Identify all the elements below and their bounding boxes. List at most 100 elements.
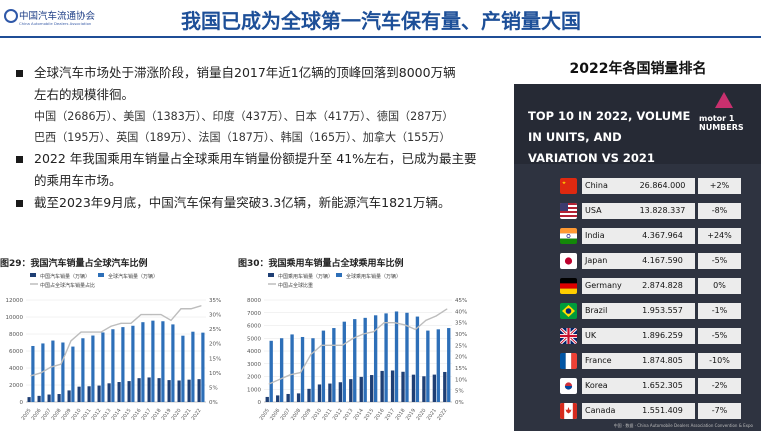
ranking-country: Korea xyxy=(582,378,630,394)
bullet-item-global-market: 全球汽车市场处于滞涨阶段，销量自2017年近1亿辆的顶峰回落到8000万辆 左右… xyxy=(16,62,496,106)
ranking-country: India xyxy=(582,228,630,244)
bar-china-sales xyxy=(380,370,384,402)
y-left-tick-label: 4000 xyxy=(247,349,261,355)
line-point xyxy=(299,371,302,374)
line-point xyxy=(425,319,427,321)
ranking-row: India 4.367.964 +24% xyxy=(560,228,750,244)
bullet-square-icon xyxy=(16,200,23,207)
logo-mark-icon xyxy=(4,9,18,23)
ranking-row: USA 13.828.337 -8% xyxy=(560,203,750,219)
bar-china-sales xyxy=(197,379,201,402)
x-tick-label: 2006 xyxy=(269,408,281,422)
ranking-row: China 26.864.000 +2% xyxy=(560,178,750,194)
ranking-country: UK xyxy=(582,328,630,344)
bar-global-sales xyxy=(447,328,451,402)
ranking-row: UK 1.896.259 -5% xyxy=(560,328,750,344)
y-right-tick-label: 10% xyxy=(209,371,221,377)
bullet-text-line: 截至2023年9月底，中国汽车保有量突破3.3亿辆，新能源汽车1821万辆。 xyxy=(34,195,451,210)
bullet-item-vehicle-parc: 截至2023年9月底，中国汽车保有量突破3.3亿辆，新能源汽车1821万辆。 xyxy=(16,192,496,214)
bullet-square-icon xyxy=(16,70,23,77)
ranking-volume: 26.864.000 xyxy=(630,178,695,194)
line-point xyxy=(352,337,354,340)
ranking-change: -7% xyxy=(698,403,741,419)
bar-global-sales xyxy=(394,311,399,402)
bar-global-sales xyxy=(71,346,75,402)
line-point xyxy=(60,363,62,365)
footer-note: 中国 · 数据 · China Automobile Dealers Assoc… xyxy=(613,423,753,428)
bar-china-sales xyxy=(87,386,91,402)
line-point xyxy=(190,308,192,310)
x-tick-label: 2020 xyxy=(415,408,427,422)
line-point xyxy=(331,344,333,346)
x-tick-label: 2005 xyxy=(259,408,271,422)
bar-global-sales xyxy=(332,328,336,402)
bar-global-sales xyxy=(121,327,125,402)
line-point xyxy=(414,328,417,331)
bar-china-sales xyxy=(359,376,363,402)
ranking-row: Japan 4.167.590 -5% xyxy=(560,253,750,269)
y-left-tick-label: 0 xyxy=(20,400,24,406)
y-left-tick-label: 10000 xyxy=(6,315,24,321)
ranking-volume: 13.828.337 xyxy=(630,203,695,219)
legend-label: 中国占全球比重 xyxy=(278,282,313,289)
legend-label: 全球汽车销量（万辆） xyxy=(108,273,158,280)
bar-global-sales xyxy=(426,330,430,402)
ranking-row: Germany 2.874.828 0% xyxy=(560,278,750,294)
bar-china-sales xyxy=(177,380,181,402)
bullet-list: 全球汽车市场处于滞涨阶段，销量自2017年近1亿辆的顶峰回落到8000万辆 左右… xyxy=(16,62,496,214)
y-right-tick-label: 30% xyxy=(455,332,467,338)
y-right-tick-label: 35% xyxy=(455,321,467,327)
ranking-change: -5% xyxy=(698,253,741,269)
bullet-text-line: 的乘用车市场。 xyxy=(34,173,122,188)
motor1-brand: motor 1 NUMBERS xyxy=(699,114,744,132)
country-sales-list: 中国（2686万）、美国（1383万）、印度（437万）、日本（417万）、德国… xyxy=(16,106,496,148)
y-left-tick-label: 6000 xyxy=(9,349,23,355)
ranking-change: -8% xyxy=(698,203,741,219)
bar-global-sales xyxy=(181,335,185,402)
bar-global-sales xyxy=(290,334,294,402)
ranking-volume: 4.367.964 xyxy=(630,228,695,244)
ranking-row: Canada 1.551.409 -7% xyxy=(560,403,750,419)
line-point xyxy=(404,324,406,326)
y-right-tick-label: 5% xyxy=(455,389,464,395)
legend-swatch xyxy=(98,273,104,277)
chart-china-vehicle-share-svg: 中国汽车销量（万辆） 全球汽车销量（万辆） 中国占全球汽车销量占比 0 2000 4000… xyxy=(6,273,221,422)
x-tick-label: 2019 xyxy=(405,408,417,422)
bar-global-sales xyxy=(311,338,315,402)
line-point xyxy=(446,308,448,310)
x-tick-label: 2014 xyxy=(353,408,365,422)
line-china-share xyxy=(30,305,202,377)
x-tick-label: 2013 xyxy=(342,408,354,422)
bar-china-sales xyxy=(137,378,141,402)
bar-global-sales xyxy=(201,332,205,402)
bar-global-sales xyxy=(151,320,155,402)
bar-china-sales xyxy=(37,395,41,402)
bar-global-sales xyxy=(279,338,284,402)
bar-china-sales xyxy=(187,379,191,402)
bar-china-sales xyxy=(47,394,51,402)
y-left-tick-label: 6000 xyxy=(247,324,261,330)
y-right-tick-label: 15% xyxy=(455,366,467,372)
bar-global-sales xyxy=(373,315,378,402)
y-right-tick-label: 0% xyxy=(209,400,218,406)
line-point xyxy=(373,331,375,333)
bar-china-sales xyxy=(147,377,151,402)
x-tick-label: 2009 xyxy=(300,408,312,422)
bar-global-sales xyxy=(436,329,440,402)
bar-china-sales xyxy=(317,384,322,402)
bar-china-sales xyxy=(107,383,111,402)
chart-caption: 图30：我国乘用车销量占全球乘用车比例 xyxy=(238,259,404,269)
line-point xyxy=(170,319,172,321)
bar-china-sales xyxy=(390,370,395,402)
x-tick-label: 2011 xyxy=(321,408,333,422)
bar-global-sales xyxy=(415,316,420,402)
bar-global-sales xyxy=(61,342,65,402)
bar-global-sales xyxy=(384,313,388,402)
y-right-tick-label: 15% xyxy=(209,356,221,362)
x-tick-label: 2007 xyxy=(280,408,292,422)
line-point xyxy=(140,313,142,316)
line-point xyxy=(120,322,122,324)
ranking-country: Germany xyxy=(582,278,630,294)
bar-china-sales xyxy=(157,378,161,402)
cn-flag-icon xyxy=(560,178,577,194)
